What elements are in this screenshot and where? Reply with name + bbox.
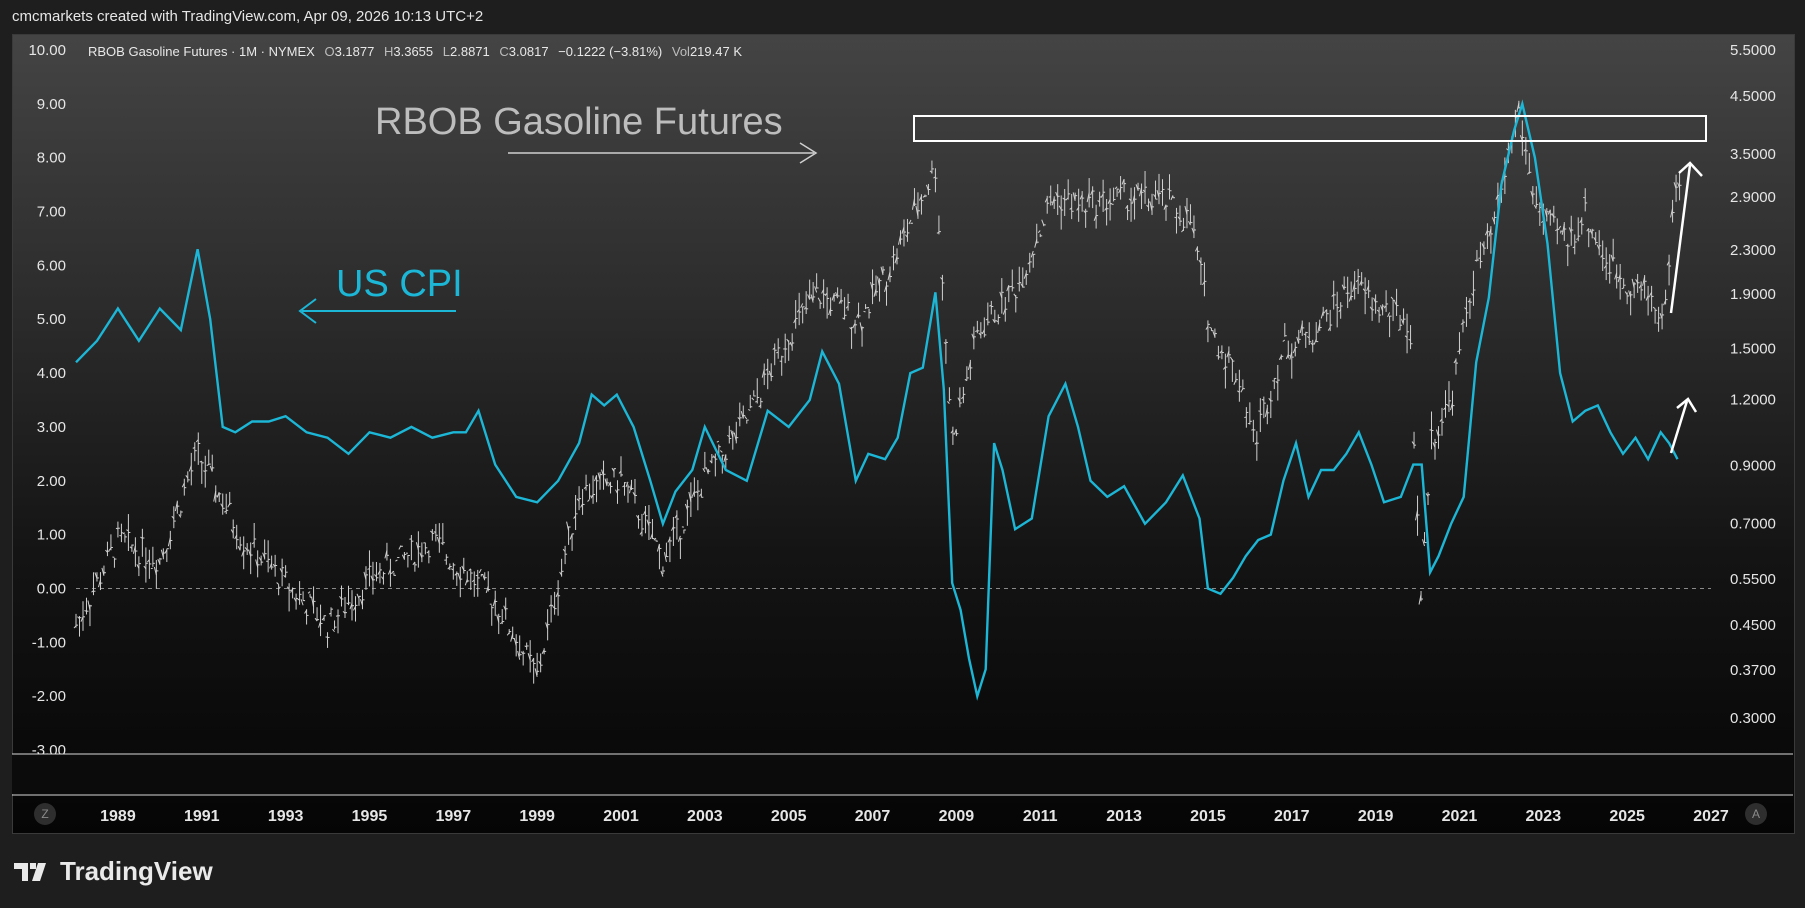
zoom-reset-button[interactable]: Z [34,803,56,825]
open-label: O [324,44,335,59]
tradingview-logo-icon [14,862,46,881]
high-label: H [383,44,394,59]
low-value: 2.8871 [450,44,490,59]
volume-value: 219.47 K [689,44,742,59]
chart-panel[interactable] [12,34,1795,834]
close-label: C [499,44,509,59]
chart-credit: cmcmarkets created with TradingView.com,… [12,8,484,25]
volume-label: Vol [671,44,690,59]
close-value: 3.0817 [508,44,549,59]
tradingview-brand: TradingView [60,856,213,886]
auto-scale-button[interactable]: A [1745,803,1767,825]
high-value: 3.3655 [393,44,434,59]
low-label: L [442,44,450,59]
change-value: −0.1222 (−3.81%) [558,44,663,59]
symbol-title: RBOB Gasoline Futures · 1M · NYMEX [88,44,315,59]
symbol-legend: RBOB Gasoline Futures · 1M · NYMEX O3.18… [88,44,742,59]
open-value: 3.1877 [334,44,375,59]
tradingview-logo[interactable]: TradingView [14,856,213,887]
